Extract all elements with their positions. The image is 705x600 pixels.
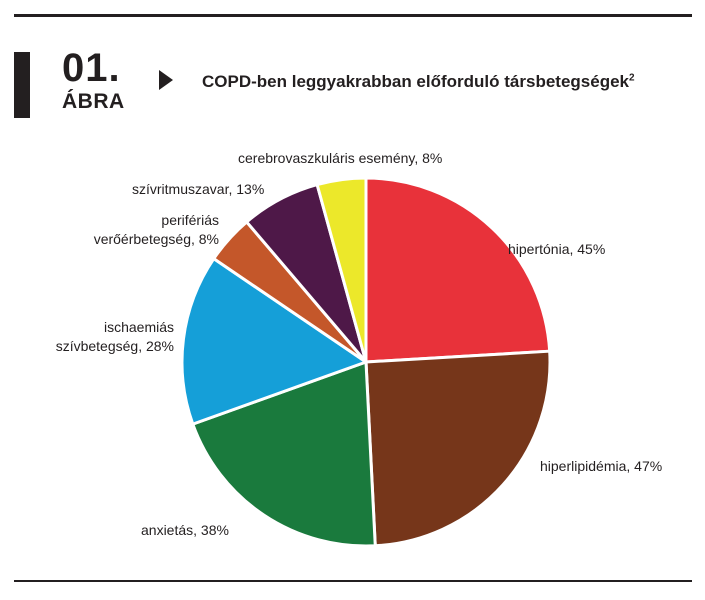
bottom-rule <box>14 580 692 582</box>
slice-label-cerebrovaszkularis: cerebrovaszkuláris esemény, 8% <box>238 149 442 168</box>
slice-label-hiperlipidemia: hiperlipidémia, 47% <box>540 457 662 476</box>
pie-slice-1 <box>364 349 552 548</box>
slice-label-line: hiperlipidémia, 47% <box>540 458 663 474</box>
slice-label-hipertonia: hipertónia, 45% <box>508 240 605 259</box>
slice-label-line: verőérbetegség, 8% <box>93 231 219 247</box>
pie-slice-0 <box>364 176 552 364</box>
figure-number: 01. <box>62 46 121 90</box>
pie-slice-6 <box>315 176 368 364</box>
figure-word: ÁBRA <box>62 90 125 113</box>
slice-label-line: anxietás, 38% <box>141 522 229 538</box>
slice-label-line: perifériás <box>161 212 219 228</box>
slice-label-anxietas: anxietás, 38% <box>141 521 229 540</box>
figure-marker-bar <box>14 52 30 118</box>
chart-title-text: COPD-ben leggyakrabban előforduló társbe… <box>202 72 629 91</box>
slice-label-line: ischaemiás <box>103 319 174 335</box>
chart-title: COPD-ben leggyakrabban előforduló társbe… <box>202 72 635 92</box>
slice-label-periferias: perifériás verőérbetegség, 8% <box>94 211 219 249</box>
slice-label-ischaemias: ischaemiás szívbetegség, 28% <box>56 318 174 356</box>
chart-title-footnote: 2 <box>628 72 635 84</box>
top-rule <box>14 14 692 17</box>
play-triangle-icon <box>159 70 173 90</box>
slice-label-line: hipertónia, 45% <box>508 241 606 257</box>
slice-label-line: cerebrovaszkuláris esemény, 8% <box>238 150 443 166</box>
slice-label-szivritmuszavar: szívritmuszavar, 13% <box>132 180 264 199</box>
slice-label-line: szívbetegség, 28% <box>55 338 174 354</box>
pie-slice-3 <box>180 257 368 426</box>
slice-label-line: szívritmuszavar, 13% <box>132 181 265 197</box>
